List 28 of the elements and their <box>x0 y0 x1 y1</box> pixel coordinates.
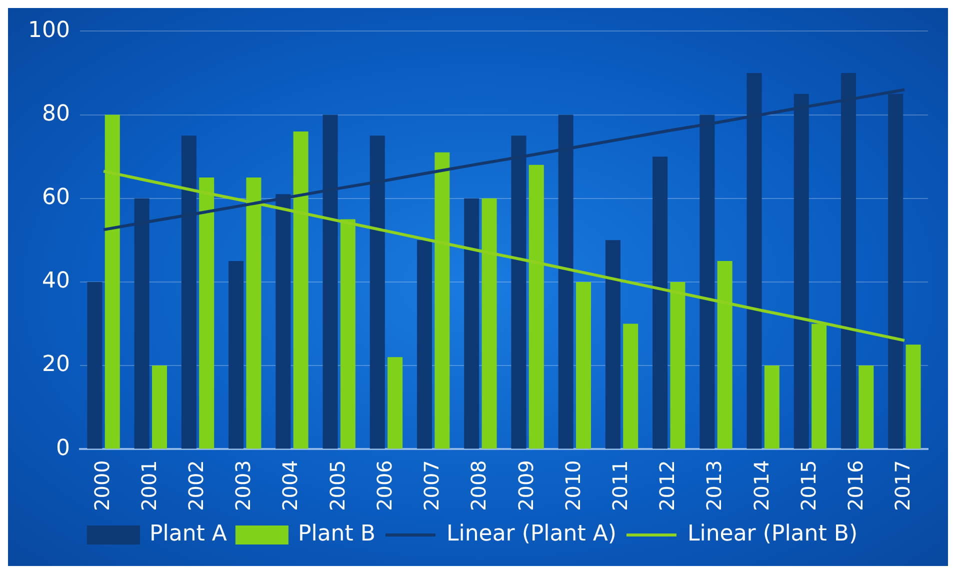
x-tick-label: 2014 <box>749 460 774 512</box>
legend-label: Linear (Plant A) <box>446 522 616 547</box>
x-tick-label: 2010 <box>560 460 585 512</box>
x-tick-label: 2013 <box>702 460 726 512</box>
x-tick-label: 2016 <box>844 460 868 512</box>
legend-label: Plant B <box>298 522 376 547</box>
y-tick-label: 100 <box>28 18 70 43</box>
legend-label: Plant A <box>149 522 227 547</box>
x-tick-label: 2005 <box>325 460 350 512</box>
x-tick-label: 2011 <box>608 460 632 512</box>
y-tick-label: 80 <box>42 102 70 126</box>
y-tick-label: 20 <box>42 352 70 378</box>
x-tick-label: 2000 <box>90 460 114 512</box>
y-tick-label: 0 <box>56 436 70 461</box>
x-tick-label: 2007 <box>420 460 444 512</box>
x-tick-label: 2001 <box>136 460 161 512</box>
y-tick-label: 40 <box>42 268 70 294</box>
x-tick-label: 2006 <box>372 460 396 512</box>
x-tick-label: 2012 <box>655 460 680 512</box>
x-tick-label: 2004 <box>278 460 302 512</box>
x-tick-label: 2008 <box>466 460 491 512</box>
y-tick-label: 60 <box>42 185 70 210</box>
legend-label: Linear (Plant B) <box>687 522 858 547</box>
x-tick-label: 2003 <box>231 460 256 512</box>
x-tick-label: 2015 <box>796 460 820 512</box>
x-tick-label: 2017 <box>890 460 915 512</box>
x-tick-label: 2002 <box>184 460 208 512</box>
x-tick-label: 2009 <box>514 460 538 512</box>
